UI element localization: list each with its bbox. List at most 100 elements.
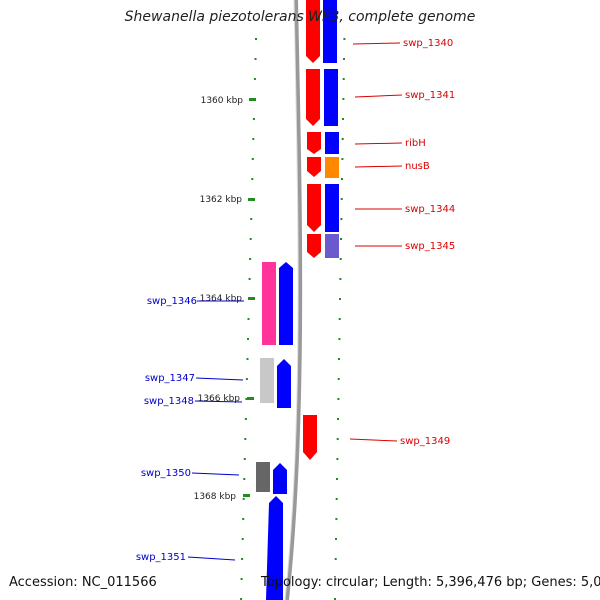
tick-label: 1364 kbp (200, 294, 243, 304)
gene-label: swp_1347 (145, 373, 195, 384)
gene-swp-1347[interactable]: swp_1347 (145, 358, 291, 408)
gene-label: swp_1340 (403, 38, 453, 49)
tick-label: 1362 kbp (200, 195, 243, 205)
gene-arrow-blue (266, 496, 283, 600)
scale-dot (340, 198, 343, 200)
gene-swp-1351[interactable]: swp_1351 (136, 496, 283, 600)
gene-swp-1349[interactable]: swp_1349 (303, 415, 450, 460)
scale-dot (242, 518, 245, 520)
scale-dot (338, 338, 341, 340)
gene-arrow-red (307, 184, 321, 232)
gene-arrow-blue (277, 359, 291, 408)
scale-dot (335, 538, 337, 540)
gene-arrow-red (306, 0, 320, 63)
scale-dot (334, 558, 337, 560)
scale-dot (340, 238, 342, 240)
genome-backbone (285, 0, 303, 600)
gene-arrow-pink (262, 262, 276, 345)
scale-dot (240, 578, 243, 580)
tick-mark (243, 494, 250, 497)
scale-dot (342, 78, 345, 80)
scale-dot (249, 238, 252, 240)
scale-dot (335, 498, 338, 500)
gene-arrow-blue (325, 132, 339, 154)
gene-arrow-red (307, 234, 321, 258)
genome-summary-text: Topology: circular; Length: 5,396,476 bp… (261, 575, 600, 590)
gene-leader-line (191, 472, 240, 476)
gene-label: ribH (405, 138, 426, 149)
scale-dot (243, 458, 246, 460)
gene-ribh[interactable]: ribH (307, 132, 426, 154)
scale-dot (252, 138, 255, 140)
tick-1360: 1360 kbp (201, 96, 256, 106)
gene-swp-1350[interactable]: swp_1350 (141, 462, 287, 494)
scale-dot (255, 38, 257, 40)
scale-dot (247, 338, 249, 340)
gene-leader-line (354, 142, 403, 145)
scale-dot (339, 298, 341, 300)
gene-arrow-blue (325, 184, 339, 232)
scale-dot (336, 438, 339, 440)
gene-nusb[interactable]: nusB (307, 157, 430, 178)
tick-1364: 1364 kbp (200, 294, 255, 304)
scale-dot (336, 458, 339, 460)
scale-dots (240, 38, 346, 600)
scale-dot (244, 438, 247, 440)
accession-text: Accession: NC_011566 (9, 575, 157, 590)
scale-dot (339, 278, 342, 280)
scale-dot (245, 398, 248, 400)
gene-swp-1344[interactable]: swp_1344 (307, 184, 455, 232)
gene-label: swp_1345 (405, 241, 455, 252)
scale-dot (240, 598, 243, 600)
scale-dot (339, 258, 342, 260)
scale-dot (241, 558, 244, 560)
tick-mark (248, 297, 255, 300)
gene-leader-line (194, 400, 243, 403)
gene-label: swp_1346 (147, 296, 197, 307)
gene-arrow-slate (325, 234, 339, 258)
gene-arrow-lightgray (260, 358, 274, 403)
gene-swp-1348[interactable]: swp_1348 (144, 396, 243, 407)
tick-mark (249, 98, 256, 101)
scale-dot (336, 478, 338, 480)
gene-arrow-orange (325, 157, 339, 178)
scale-dot (343, 38, 346, 40)
scale-dot (254, 58, 257, 60)
scale-dot (251, 178, 254, 180)
gene-leader-line (352, 42, 401, 45)
genome-title: Shewanella piezotolerans WP3, complete g… (124, 9, 476, 25)
tick-label: 1368 kbp (194, 492, 237, 502)
scale-dot (248, 278, 251, 280)
gene-label: swp_1350 (141, 468, 191, 479)
scale-dot (243, 478, 246, 480)
scale-dot (253, 78, 256, 80)
gene-leader-line (187, 556, 236, 561)
scale-dot (242, 498, 245, 500)
scale-dot (341, 158, 344, 160)
gene-arrow-red (307, 132, 321, 154)
gene-label: swp_1348 (144, 396, 194, 407)
scale-dot (246, 358, 249, 360)
gene-swp-1346[interactable]: swp_1346 (147, 262, 293, 345)
gene-arrow-red (307, 157, 321, 177)
gene-arrow-blue (279, 262, 293, 345)
gene-leader-line (354, 94, 403, 98)
gene-arrow-blue (324, 69, 338, 126)
scale-dot (244, 418, 247, 420)
scale-dot (245, 378, 248, 380)
scale-dot (251, 158, 254, 160)
gene-label: nusB (405, 161, 430, 172)
tick-1368: 1368 kbp (194, 492, 250, 502)
scale-dot (337, 418, 339, 420)
gene-swp-1341[interactable]: swp_1341 (306, 69, 455, 126)
gene-swp-1345[interactable]: swp_1345 (307, 234, 455, 258)
scale-dot (337, 398, 340, 400)
scale-dot (252, 118, 255, 120)
tick-label: 1360 kbp (201, 96, 244, 106)
gene-arrow-blue (323, 0, 337, 63)
gene-swp-1340[interactable]: swp_1340 (306, 0, 453, 63)
gene-label: swp_1341 (405, 90, 455, 101)
scale-dot (249, 258, 252, 260)
gene-leader-line (349, 438, 398, 442)
